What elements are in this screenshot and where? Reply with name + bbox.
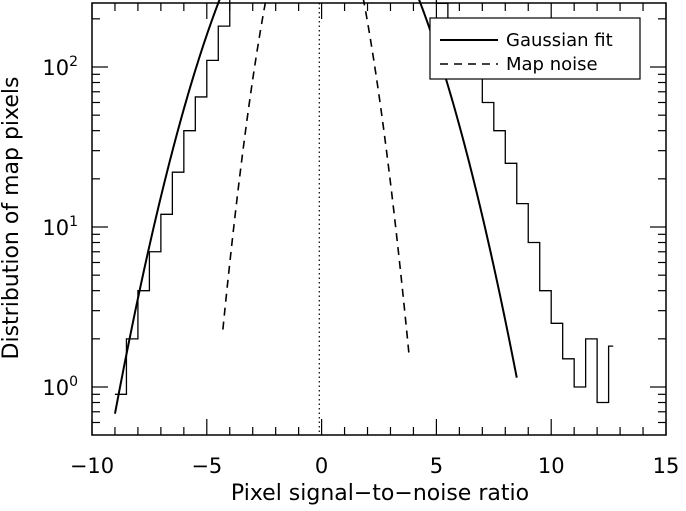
axis-frame	[91, 2, 667, 436]
y-tick-label: 102	[42, 54, 78, 80]
legend-box	[429, 17, 641, 80]
y-tick-exponent: 2	[69, 54, 78, 70]
x-tick-label: 15	[653, 454, 680, 478]
y-tick-base: 10	[42, 216, 69, 240]
x-axis-label: Pixel signal−to−noise ratio	[231, 481, 529, 506]
y-ticks	[92, 18, 666, 424]
x-ticks	[91, 3, 667, 435]
gaussian-fit-curve	[113, 0, 518, 414]
series-group	[113, 0, 614, 414]
y-tick-label: 101	[42, 214, 78, 240]
x-tick-label: −5	[191, 454, 222, 478]
x-tick-label: 0	[315, 454, 328, 478]
legend-label-map-noise: Map noise	[506, 54, 598, 75]
y-tick-exponent: 0	[69, 374, 78, 390]
x-tick-labels: −10 −5 0 5 10 15	[70, 454, 680, 478]
y-tick-base: 10	[42, 56, 69, 80]
y-tick-exponent: 1	[69, 214, 78, 230]
x-tick-label: 5	[430, 454, 443, 478]
legend-label-gaussian-fit: Gaussian fit	[506, 30, 613, 51]
histogram-step-series	[114, 0, 614, 404]
y-tick-label: 100	[42, 374, 78, 400]
y-tick-labels: 100101102103	[42, 54, 78, 400]
x-tick-label: −10	[70, 454, 114, 478]
legend: Gaussian fit Map noise	[429, 17, 641, 80]
x-tick-label: 10	[538, 454, 565, 478]
map-noise-curve	[222, 0, 410, 353]
y-axis-label: Distribution of map pixels	[0, 77, 24, 360]
y-tick-base: 10	[42, 376, 69, 400]
